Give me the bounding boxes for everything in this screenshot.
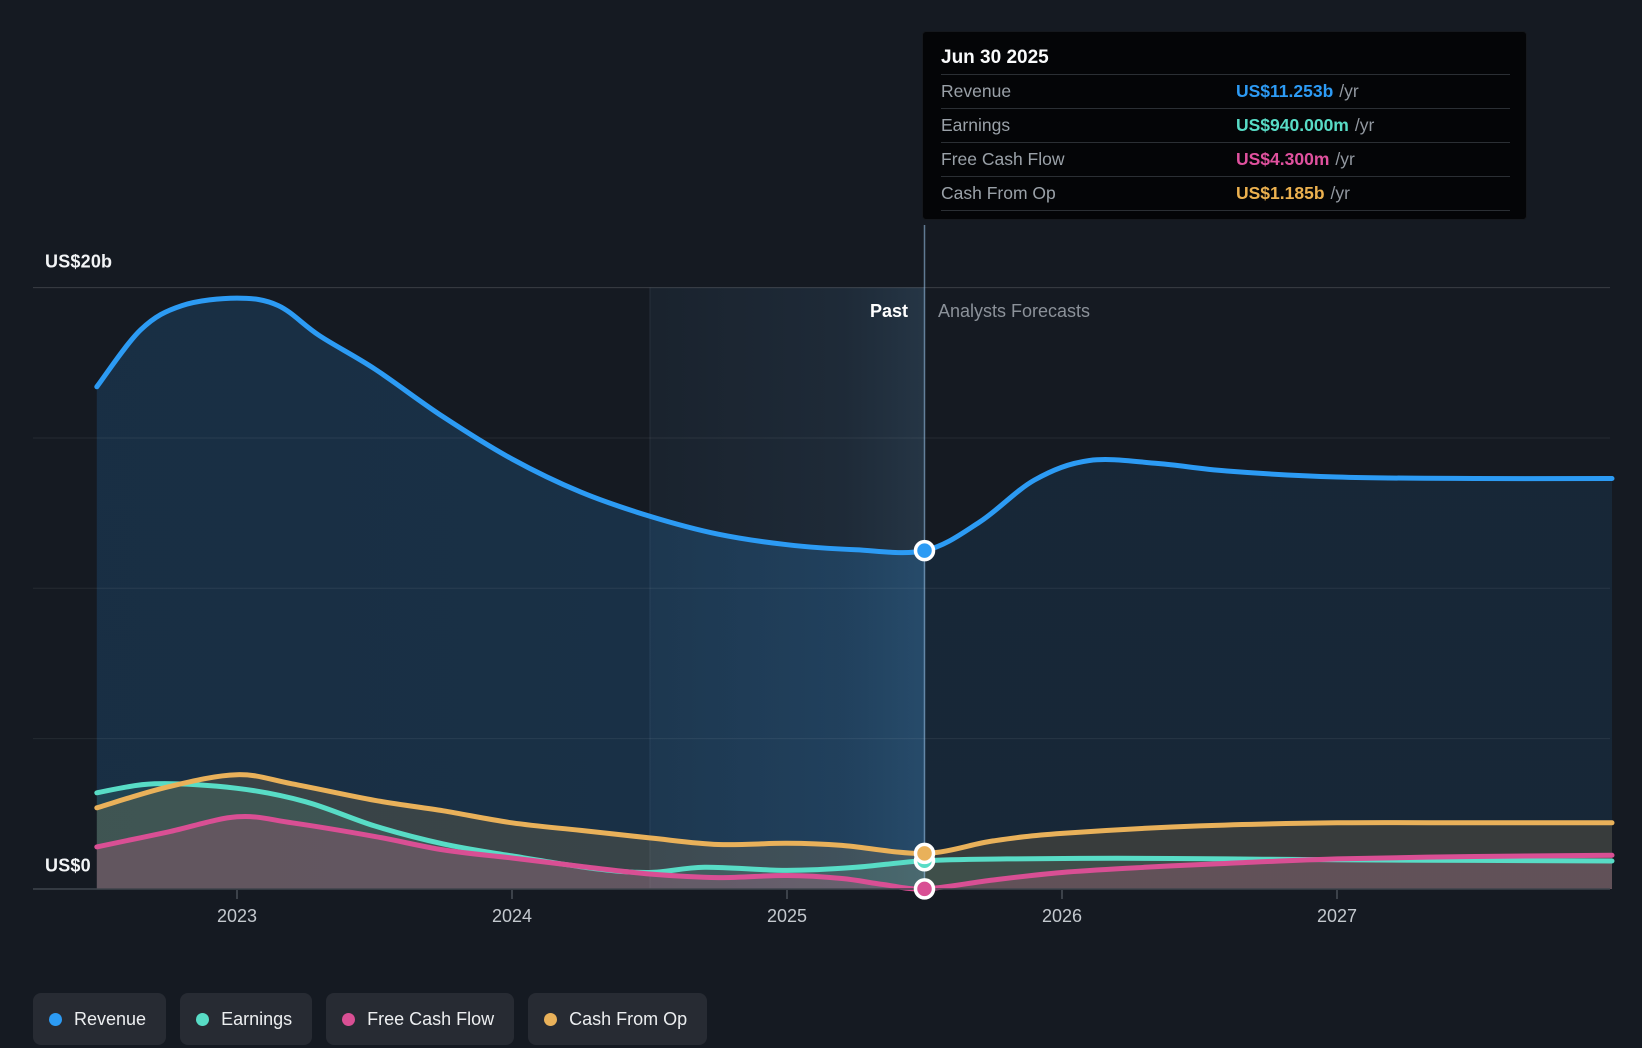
tooltip-suffix-revenue: /yr [1339,81,1359,101]
y-axis-label-top: US$20b [45,251,113,272]
tooltip-label-earnings: Earnings [941,115,1011,135]
x-axis-label-2023: 2023 [216,906,258,926]
tooltip-value-earnings: US$940.000m [1236,115,1349,135]
cashop-today-marker [913,842,936,865]
tooltip-row-fcf: Free Cash Flow US$4.300m/yr [941,142,1510,176]
legend-chip-fcf[interactable]: Free Cash Flow [326,993,515,1045]
tooltip-suffix-cashop: /yr [1330,183,1350,203]
revenue-today-marker [913,539,936,562]
x-axis-label-2024: 2024 [491,906,533,926]
legend-label-revenue: Revenue [74,1008,147,1029]
tooltip-label-revenue: Revenue [941,81,1012,101]
tooltip-row-earnings: Earnings US$940.000m/yr [941,108,1510,142]
tooltip-value-cashop: US$1.185b [1236,183,1325,203]
tooltip-label-fcf: Free Cash Flow [941,149,1065,169]
legend-dot-earnings [196,1012,210,1026]
legend-chip-earnings[interactable]: Earnings [180,993,313,1045]
revenue-line [94,295,1615,556]
tooltip-suffix-fcf: /yr [1335,149,1355,169]
fcf-today-marker [913,878,936,900]
legend-chip-revenue[interactable]: Revenue [33,993,167,1045]
legend-label-fcf: Free Cash Flow [367,1008,495,1029]
tooltip-value-revenue: US$11.253b [1236,81,1334,101]
legend-label-earnings: Earnings [221,1008,293,1029]
chart-legend: Revenue Earnings Free Cash Flow Cash From O… [33,993,708,1045]
legend-label-cashop: Cash From Op [569,1008,688,1029]
legend-chip-cashop[interactable]: Cash From Op [528,993,708,1045]
x-axis-label-2027: 2027 [1316,906,1358,926]
forecast-zone-label: Analysts Forecasts [938,301,1091,321]
chart-tooltip: Jun 30 2025 Revenue US$11.253b/yr Earnings… [922,31,1527,220]
past-zone-label: Past [869,301,908,321]
tooltip-label-cashop: Cash From Op [941,183,1056,203]
legend-dot-revenue [49,1012,62,1026]
fcf-area [96,816,1612,889]
legend-dot-fcf [342,1012,356,1026]
y-axis-label-zero: US$0 [45,855,91,876]
fcf-line [94,813,1615,892]
revenue-area [96,298,1612,890]
x-axis-label-2025: 2025 [766,906,808,926]
legend-dot-cashop [544,1012,558,1026]
cashop-line [94,772,1615,856]
tooltip-date: Jun 30 2025 [941,47,1049,68]
tooltip-row-revenue: Revenue US$11.253b/yr [941,74,1510,108]
tooltip-rows: Revenue US$11.253b/yr Earnings US$940.000m /… [941,74,1510,211]
tooltip-value-fcf: US$4.300m [1236,149,1330,169]
x-axis-label-2026: 2026 [1041,906,1083,926]
tooltip-row-cashop: Cash From Op US$1.185b/yr [941,176,1510,211]
tooltip-suffix-earnings: /yr [1354,115,1375,135]
